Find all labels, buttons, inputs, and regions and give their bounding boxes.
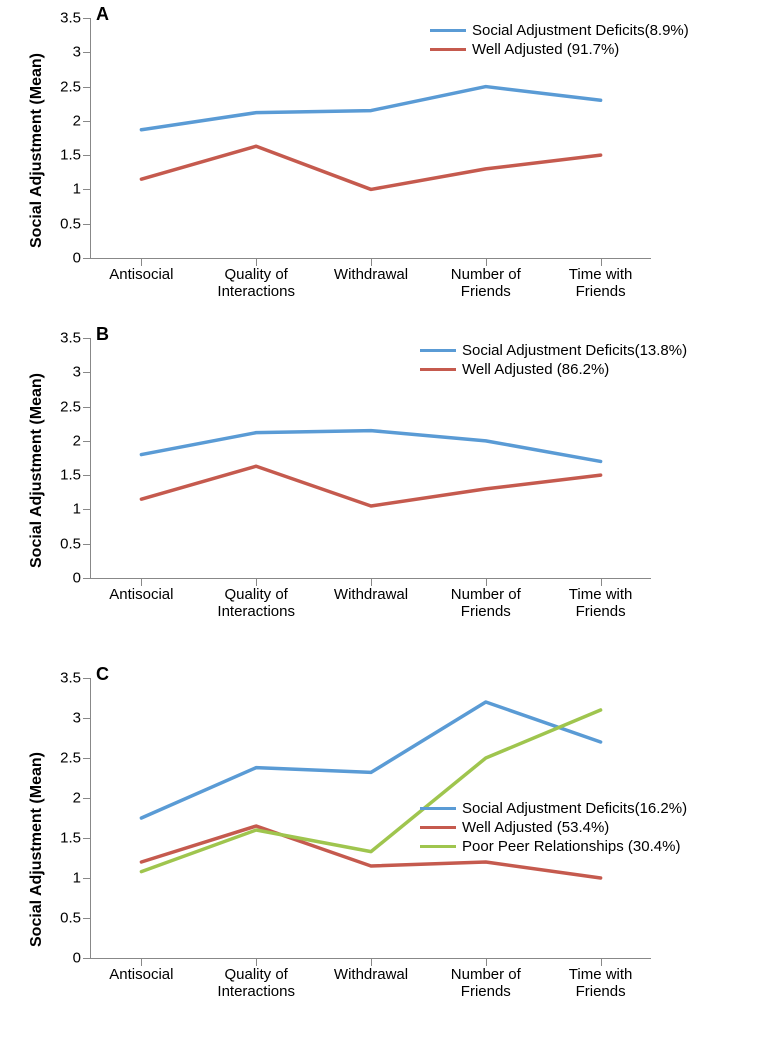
- y-tick-label: 2: [73, 432, 91, 449]
- legend-swatch: [420, 826, 456, 829]
- x-tick-label: Withdrawal: [334, 578, 408, 603]
- panel-a: A Social Adjustment (Mean) 00.511.522.53…: [0, 0, 781, 316]
- legend-item: Social Adjustment Deficits(8.9%): [430, 22, 689, 39]
- x-tick-label: Antisocial: [109, 258, 173, 283]
- y-tick-label: 0.5: [60, 535, 91, 552]
- legend-text: Social Adjustment Deficits(16.2%): [462, 800, 687, 817]
- x-tick-label: Quality of Interactions: [217, 958, 295, 1001]
- x-tick-label: Antisocial: [109, 578, 173, 603]
- legend-text: Poor Peer Relationships (30.4%): [462, 838, 680, 855]
- x-tick-label: Antisocial: [109, 958, 173, 983]
- x-tick-label: Number of Friends: [451, 258, 521, 301]
- panel-c: C Social Adjustment (Mean) 00.511.522.53…: [0, 660, 781, 1040]
- y-tick-label: 3.5: [60, 10, 91, 27]
- y-tick-label: 3: [73, 44, 91, 61]
- legend-b: Social Adjustment Deficits(13.8%) Well Ad…: [420, 342, 687, 380]
- x-tick-label: Withdrawal: [334, 258, 408, 283]
- y-axis-label-a: Social Adjustment (Mean): [28, 53, 46, 248]
- x-tick-label: Quality of Interactions: [217, 578, 295, 621]
- legend-swatch: [430, 29, 466, 32]
- legend-swatch: [420, 807, 456, 810]
- x-tick-label: Quality of Interactions: [217, 258, 295, 301]
- y-tick-label: 0: [73, 570, 91, 587]
- y-tick-label: 1: [73, 181, 91, 198]
- legend-swatch: [420, 368, 456, 371]
- legend-text: Well Adjusted (91.7%): [472, 41, 619, 58]
- panel-b: B Social Adjustment (Mean) 00.511.522.53…: [0, 320, 781, 636]
- y-tick-label: 3: [73, 364, 91, 381]
- x-tick-label: Time with Friends: [569, 578, 633, 621]
- y-tick-label: 2.5: [60, 398, 91, 415]
- legend-text: Well Adjusted (86.2%): [462, 361, 609, 378]
- legend-text: Social Adjustment Deficits(13.8%): [462, 342, 687, 359]
- y-tick-label: 2.5: [60, 78, 91, 95]
- series-line: [141, 431, 600, 462]
- x-tick-label: Withdrawal: [334, 958, 408, 983]
- legend-item: Social Adjustment Deficits(16.2%): [420, 800, 687, 817]
- y-tick-label: 2.5: [60, 750, 91, 767]
- x-tick-label: Time with Friends: [569, 258, 633, 301]
- legend-item: Poor Peer Relationships (30.4%): [420, 838, 687, 855]
- legend-text: Well Adjusted (53.4%): [462, 819, 609, 836]
- x-tick-label: Number of Friends: [451, 958, 521, 1001]
- y-tick-label: 3.5: [60, 670, 91, 687]
- legend-swatch: [420, 845, 456, 848]
- series-line: [141, 87, 600, 130]
- y-tick-label: 1: [73, 870, 91, 887]
- legend-item: Well Adjusted (53.4%): [420, 819, 687, 836]
- series-line: [141, 146, 600, 189]
- series-line: [141, 466, 600, 506]
- y-tick-label: 1.5: [60, 467, 91, 484]
- y-tick-label: 3.5: [60, 330, 91, 347]
- x-tick-label: Time with Friends: [569, 958, 633, 1001]
- y-tick-label: 0: [73, 950, 91, 967]
- legend-item: Social Adjustment Deficits(13.8%): [420, 342, 687, 359]
- figure: A Social Adjustment (Mean) 00.511.522.53…: [0, 0, 781, 1046]
- legend-item: Well Adjusted (91.7%): [430, 41, 689, 58]
- y-tick-label: 0: [73, 250, 91, 267]
- legend-text: Social Adjustment Deficits(8.9%): [472, 22, 689, 39]
- legend-item: Well Adjusted (86.2%): [420, 361, 687, 378]
- y-axis-label-c: Social Adjustment (Mean): [28, 752, 46, 947]
- y-axis-label-b: Social Adjustment (Mean): [28, 373, 46, 568]
- legend-c: Social Adjustment Deficits(16.2%) Well Ad…: [420, 800, 687, 857]
- x-tick-label: Number of Friends: [451, 578, 521, 621]
- y-tick-label: 2: [73, 790, 91, 807]
- y-tick-label: 1: [73, 501, 91, 518]
- y-tick-label: 1.5: [60, 147, 91, 164]
- y-tick-label: 1.5: [60, 830, 91, 847]
- y-tick-label: 0.5: [60, 215, 91, 232]
- y-tick-label: 0.5: [60, 910, 91, 927]
- y-tick-label: 2: [73, 112, 91, 129]
- y-tick-label: 3: [73, 710, 91, 727]
- legend-a: Social Adjustment Deficits(8.9%) Well Adj…: [430, 22, 689, 60]
- legend-swatch: [420, 349, 456, 352]
- legend-swatch: [430, 48, 466, 51]
